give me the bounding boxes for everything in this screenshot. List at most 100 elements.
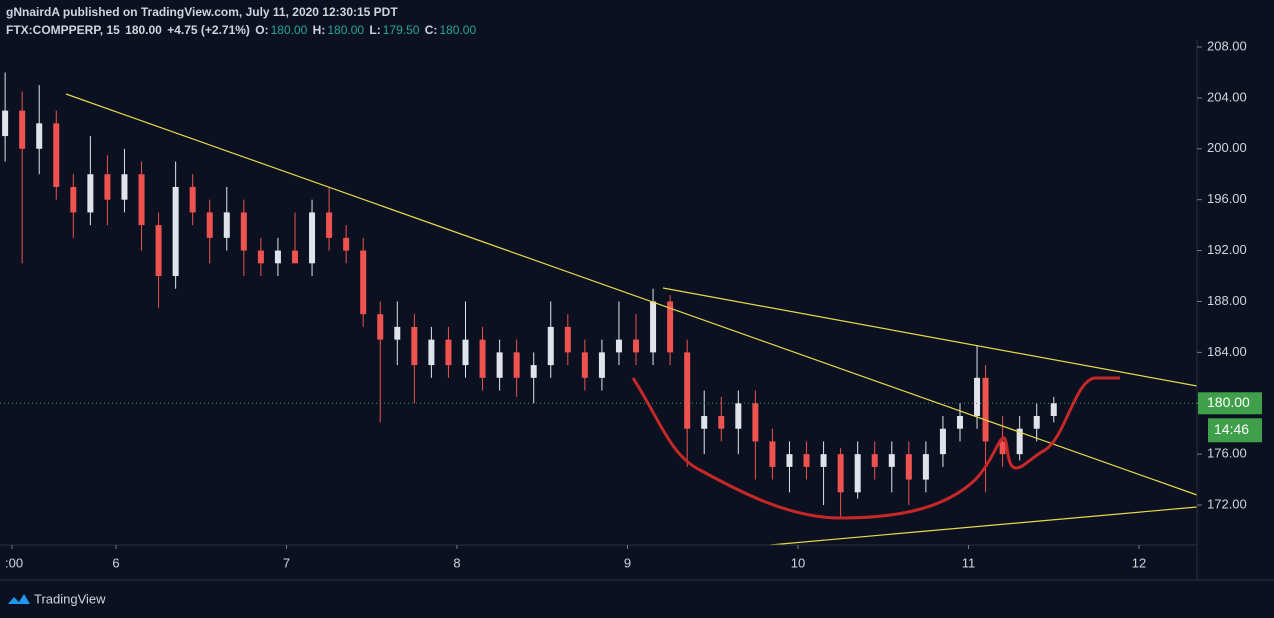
candle-body [871,454,878,467]
candle-body [377,314,384,340]
candle-body [155,225,162,277]
change: +4.75 (+2.71%) [167,23,250,37]
candle-body [121,174,128,200]
ohlc-label: C: [424,23,438,37]
candle-body [786,454,793,467]
y-tick-label: 196.00 [1207,191,1247,206]
candle-body [974,377,981,416]
candle-body [667,301,674,353]
y-tick-label: 200.00 [1207,140,1247,155]
x-tick-label: 11 [962,555,976,570]
candle-body [735,403,742,429]
candle-body [496,352,503,378]
y-tick-label: 176.00 [1207,446,1247,461]
ohlc-label: H: [312,23,326,37]
header: gNnairdA published on TradingView.com, J… [6,3,478,39]
candle-body [394,326,401,340]
candle-body [1016,428,1023,455]
candle-body [326,212,333,238]
candle-body [53,123,60,187]
candle-body [309,212,316,264]
candle-body [803,454,810,467]
x-tick-label: 7 [283,555,290,570]
candle-body [274,250,281,264]
candle-body [922,454,929,480]
symbol: FTX:COMPPERP, 15 [6,23,120,37]
candle-body [223,212,230,238]
candle-body [999,441,1006,455]
legend: FTX:COMPPERP, 15 180.00 +4.75 (+2.71%) O… [6,21,478,39]
candle-body [1050,403,1057,416]
x-tick-label: 6 [112,555,119,570]
candle-body [257,250,264,264]
countdown-box [1208,418,1262,443]
candle-body [172,186,179,277]
ohlc-value: 180.00 [270,23,308,37]
candle-body [479,339,486,378]
ohlc-value: 179.50 [382,23,420,37]
candle-body [956,415,963,429]
x-tick-label: 12 [1132,555,1146,570]
candle-body [206,212,213,238]
drawings [65,93,1198,546]
candle-body [104,174,111,200]
candle-body [820,454,827,467]
candle-body [701,415,708,429]
countdown: 14:46 [1214,421,1249,437]
ohlc-label: L: [369,23,381,37]
candle-body [564,326,571,353]
candle-body [411,326,418,366]
candle-body [428,339,435,366]
candle-body [530,365,537,378]
candle-body [36,123,43,149]
candle-body [854,454,861,493]
logo [8,594,30,604]
x-tick-label: 10 [791,555,805,570]
candle-body [650,301,657,353]
candle-body [581,352,588,378]
ohlc-label: O: [255,23,269,37]
y-tick-label: 208.00 [1207,38,1247,53]
candle-body [547,326,554,366]
candle-body [138,174,145,226]
candle-body [2,110,9,137]
candle-body [240,212,247,251]
candle-body [615,339,622,353]
candle-body [684,352,691,429]
candle-body [360,250,367,315]
candle-body [189,186,196,213]
candle-body [982,377,989,442]
ohlc-value: 180.00 [327,23,365,37]
candle-body [769,441,776,467]
candle-body [70,186,77,213]
x-tick-label: 9 [624,555,631,570]
candle-body [752,403,759,442]
candle-body [343,237,350,251]
y-tick-label: 184.00 [1207,344,1247,359]
y-tick-label: 192.00 [1207,242,1247,257]
candle-body [445,339,452,366]
price-label: 180.00 [1207,394,1250,410]
candle-body [837,454,844,493]
x-tick-label: 8 [453,555,460,570]
brand: TradingView [8,591,106,606]
last: 180.00 [125,23,162,37]
trend-line [769,506,1198,546]
candle-body [939,428,946,455]
candle-body [19,110,26,149]
y-tick-label: 188.00 [1207,293,1247,308]
trend-line [662,287,1198,387]
publisher: gNnairdA published on TradingView.com, J… [6,5,398,19]
ohlc-value: 180.00 [439,23,477,37]
price-label-box [1198,392,1262,415]
candle-body [87,174,94,213]
candle-body [905,454,912,480]
candle-body [888,454,895,467]
candle-body [513,352,520,378]
candle-body [291,250,298,264]
x-tick-label: :00 [5,555,23,570]
candle-body [1033,415,1040,429]
